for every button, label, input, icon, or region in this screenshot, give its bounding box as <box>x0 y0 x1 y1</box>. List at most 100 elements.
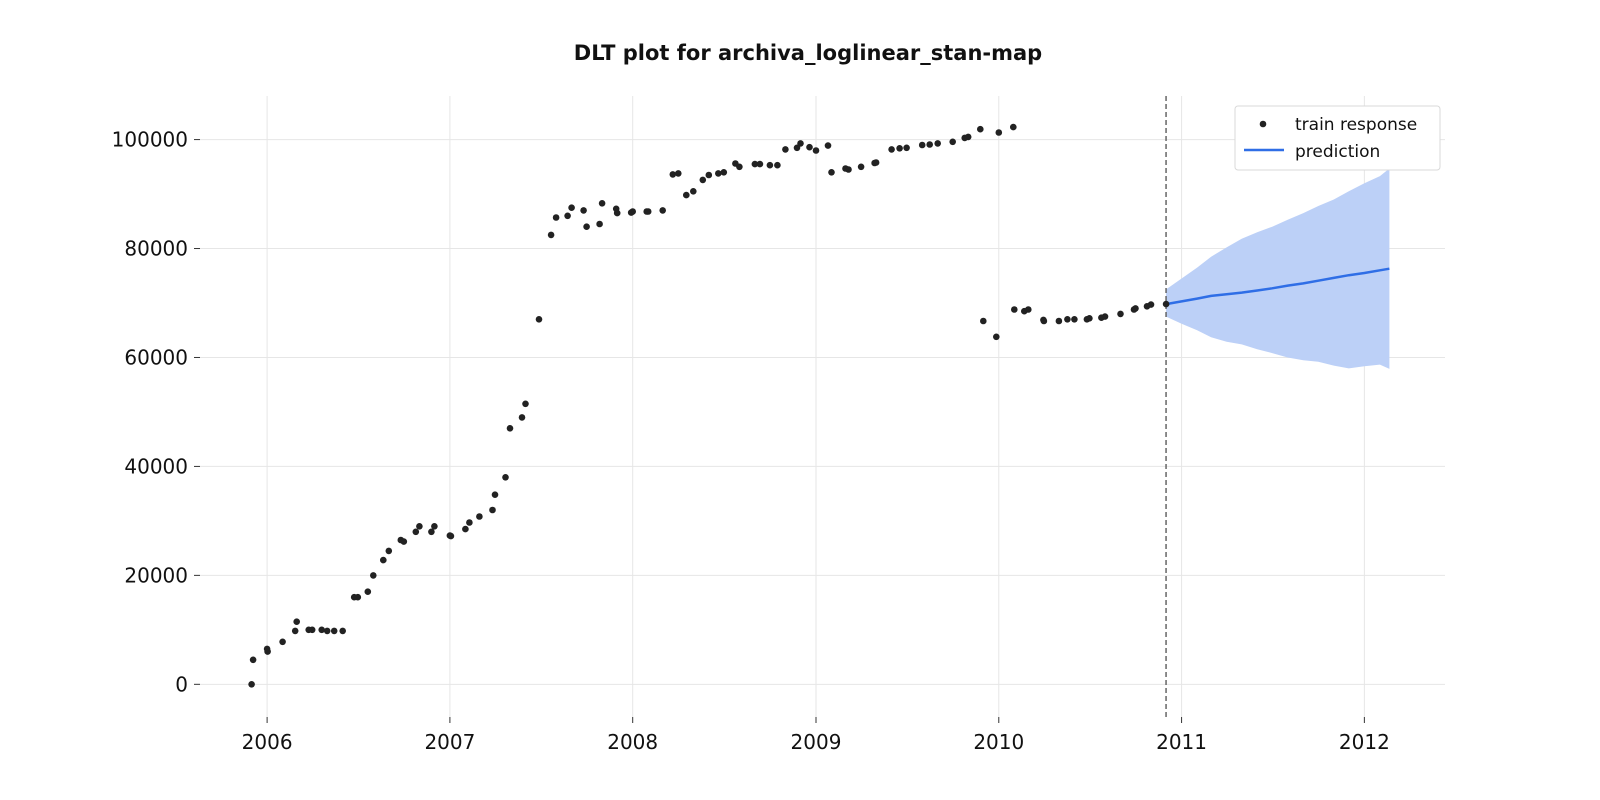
train-response-point <box>964 133 972 141</box>
train-response-point <box>797 140 804 147</box>
train-response-point <box>705 171 713 179</box>
train-response-point <box>977 125 984 133</box>
train-response-point <box>502 474 509 481</box>
train-response-point <box>506 425 514 432</box>
train-response-point <box>385 547 393 555</box>
x-tick-label: 2006 <box>242 730 293 754</box>
x-tick-label: 2008 <box>607 730 658 754</box>
x-tick-label: 2011 <box>1156 730 1207 754</box>
train-response-points <box>248 123 1170 688</box>
train-response-point <box>380 556 387 564</box>
train-response-point <box>518 414 526 421</box>
legend-prediction-label: prediction <box>1295 142 1380 162</box>
train-response-point <box>279 638 286 646</box>
train-response-point <box>522 400 529 408</box>
train-response-point <box>1117 310 1124 318</box>
train-response-point <box>845 166 852 173</box>
train-response-point <box>1055 317 1063 325</box>
train-response-point <box>675 170 682 177</box>
train-response-point <box>993 333 1000 341</box>
train-response-point <box>1025 306 1032 313</box>
train-response-point <box>720 169 728 176</box>
train-response-point <box>756 160 764 168</box>
x-tick-label: 2009 <box>791 730 842 754</box>
train-response-point <box>1064 316 1071 323</box>
train-response-point <box>370 572 377 579</box>
train-response-point <box>249 656 257 664</box>
train-response-point <box>598 200 606 207</box>
train-response-point <box>339 627 347 635</box>
train-response-point <box>699 176 707 184</box>
prediction-interval <box>1166 168 1390 369</box>
train-response-point <box>715 170 722 177</box>
y-axis: 0 20000 40000 60000 80000 100000 <box>112 128 200 696</box>
train-response-point <box>364 588 372 595</box>
train-response-point <box>318 626 326 634</box>
prediction-line <box>1165 267 1390 306</box>
train-response-point <box>1086 315 1093 322</box>
chart-title: DLT plot for archiva_loglinear_stan-map <box>574 41 1042 65</box>
train-response-point <box>1010 123 1017 131</box>
train-response-point <box>896 145 903 152</box>
train-response-point <box>1040 317 1048 325</box>
train-response-point <box>690 188 697 195</box>
train-response-point <box>1011 306 1018 313</box>
train-response-point <box>466 519 473 526</box>
train-response-point <box>824 142 832 149</box>
train-response-point <box>857 163 865 171</box>
prediction-interval-band <box>1166 168 1390 369</box>
train-response-point <box>489 506 496 514</box>
train-response-point <box>491 491 499 499</box>
train-response-point <box>683 191 690 199</box>
y-tick-label: 40000 <box>124 454 188 478</box>
legend: train response prediction <box>1234 105 1441 171</box>
train-response-point <box>903 144 910 152</box>
legend-train-response-marker <box>1259 120 1267 128</box>
train-response-point <box>934 140 941 147</box>
train-response-point <box>793 144 801 152</box>
train-response-point <box>552 214 560 221</box>
train-response-point <box>1132 305 1139 312</box>
y-tick-label: 0 <box>175 672 188 696</box>
train-response-point <box>354 593 362 601</box>
train-response-point <box>323 627 331 635</box>
train-response-point <box>774 161 781 169</box>
prediction-line-group <box>1165 267 1390 306</box>
y-tick-label: 60000 <box>124 345 188 369</box>
train-response-point <box>949 138 956 146</box>
train-response-point <box>926 141 933 148</box>
train-response-point <box>806 143 813 151</box>
train-response-point <box>564 212 571 220</box>
y-tick-label: 20000 <box>124 563 188 587</box>
train-response-point <box>447 532 455 540</box>
train-response-point <box>1162 300 1170 308</box>
train-response-point <box>547 231 555 239</box>
train-response-point <box>431 523 438 530</box>
train-response-point <box>888 146 895 153</box>
train-response-point <box>580 207 587 214</box>
train-response-point <box>812 147 820 154</box>
train-response-point <box>462 525 469 533</box>
grid <box>200 96 1445 717</box>
train-response-point <box>736 163 743 171</box>
train-response-point <box>751 160 759 168</box>
train-response-point <box>828 169 835 176</box>
train-response-point <box>1147 301 1155 308</box>
x-axis: 2006 2007 2008 2009 2010 2011 2012 <box>242 717 1390 754</box>
train-response-point <box>980 317 987 325</box>
train-response-point <box>416 523 423 530</box>
train-response-point <box>428 528 435 536</box>
train-response-point <box>583 223 590 230</box>
y-tick-label: 80000 <box>124 237 188 261</box>
train-response-point <box>291 627 299 635</box>
x-tick-label: 2012 <box>1339 730 1390 754</box>
train-response-point <box>1071 316 1078 323</box>
train-response-point <box>1101 313 1109 320</box>
train-response-point <box>659 207 666 214</box>
y-tick-label: 100000 <box>112 128 188 152</box>
train-response-point <box>596 220 603 228</box>
train-response-point <box>872 159 880 166</box>
train-response-point <box>248 681 255 688</box>
train-response-point <box>918 141 926 149</box>
